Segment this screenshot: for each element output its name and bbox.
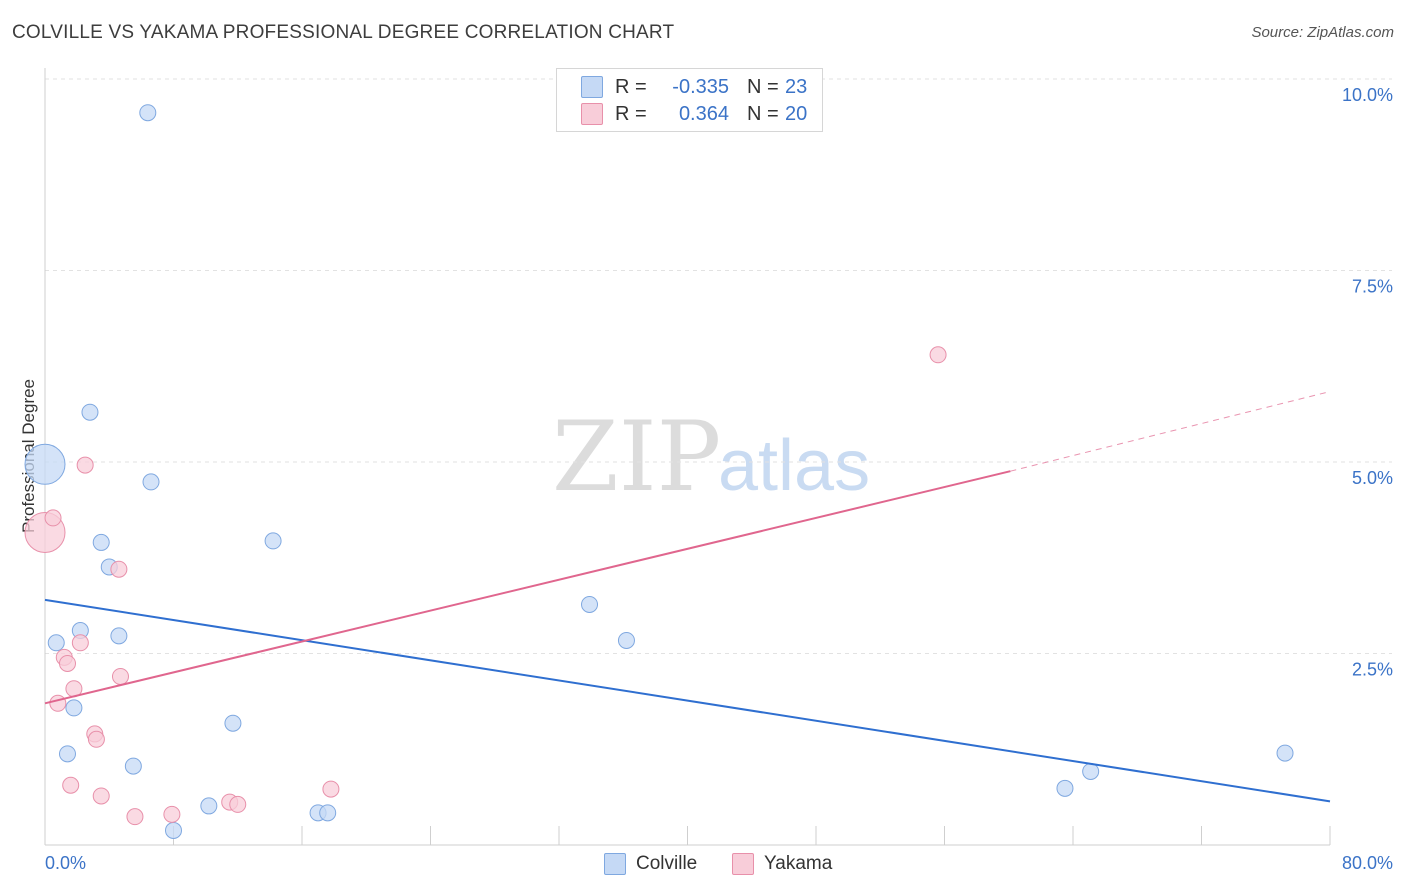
colville-point [65,699,83,717]
legend-row-yakama: R = 0.364 N = 20 [581,101,807,127]
yakama-point [229,795,247,813]
r-value: -0.335 [672,75,729,98]
yakama-point [111,667,129,685]
stats-legend: R = -0.335 N = 23 R = 0.364 N = 20 [556,68,823,132]
watermark-zip: ZIP [552,401,721,513]
watermark-atlas: atlas [718,426,870,506]
colville-trend-line [44,598,1331,803]
yakama-label: Yakama [764,853,833,874]
yakama-point [62,776,80,794]
colville-point [264,532,282,550]
n-value: 20 [785,102,808,125]
source-note: Source: ZipAtlas.com [1251,24,1394,41]
n-value: 23 [785,75,808,98]
y-tick-label: 5.0% [1352,468,1393,488]
colville-point [319,804,337,822]
colville-point [110,627,128,645]
colville-swatch [581,76,603,98]
y-tick-label: 10.0% [1342,85,1393,105]
colville-point [58,745,76,763]
colville-point [124,757,142,775]
colville-point [142,473,160,491]
bottom-legend-colville: Colville [604,852,697,876]
yakama-point [49,694,67,712]
r-label: R = [615,75,647,98]
yakama-point [87,730,105,748]
colville-point [165,821,182,839]
y-tick-label: 7.5% [1352,277,1393,297]
n-label: N = [747,75,779,98]
n-label: N = [747,102,779,125]
colville-point [224,714,242,732]
colville-point [139,104,157,122]
yakama-point [110,560,128,578]
bottom-legend-yakama: Yakama [732,852,832,876]
colville-point [81,403,99,421]
colville-swatch [604,853,626,875]
colville-point [24,443,66,485]
yakama-point [71,634,89,652]
legend-row-colville: R = -0.335 N = 23 [581,74,807,100]
yakama-trend-extension [1010,391,1331,472]
yakama-point [322,780,340,798]
yakama-point [76,456,94,474]
yakama-point [92,787,110,805]
r-label: R = [615,102,647,125]
x-tick-label: 80.0% [1342,853,1393,873]
colville-point [581,595,599,613]
x-tick-label: 0.0% [45,853,86,873]
yakama-point [929,346,947,364]
colville-point [1276,744,1294,762]
yakama-point [44,509,62,527]
colville-point [47,634,65,652]
yakama-point [163,805,181,823]
colville-point [200,797,218,815]
colville-point [1056,779,1074,797]
colville-point [617,631,635,649]
r-value: 0.364 [678,102,729,125]
yakama-point [58,654,76,672]
yakama-swatch [732,853,754,875]
y-tick-label: 2.5% [1352,660,1393,680]
yakama-trend-line [44,470,1011,705]
colville-point [1082,762,1100,780]
chart-title: COLVILLE VS YAKAMA PROFESSIONAL DEGREE C… [12,22,675,43]
yakama-swatch [581,103,603,125]
yakama-point [126,808,144,826]
colville-label: Colville [636,853,698,874]
colville-point [92,533,110,551]
